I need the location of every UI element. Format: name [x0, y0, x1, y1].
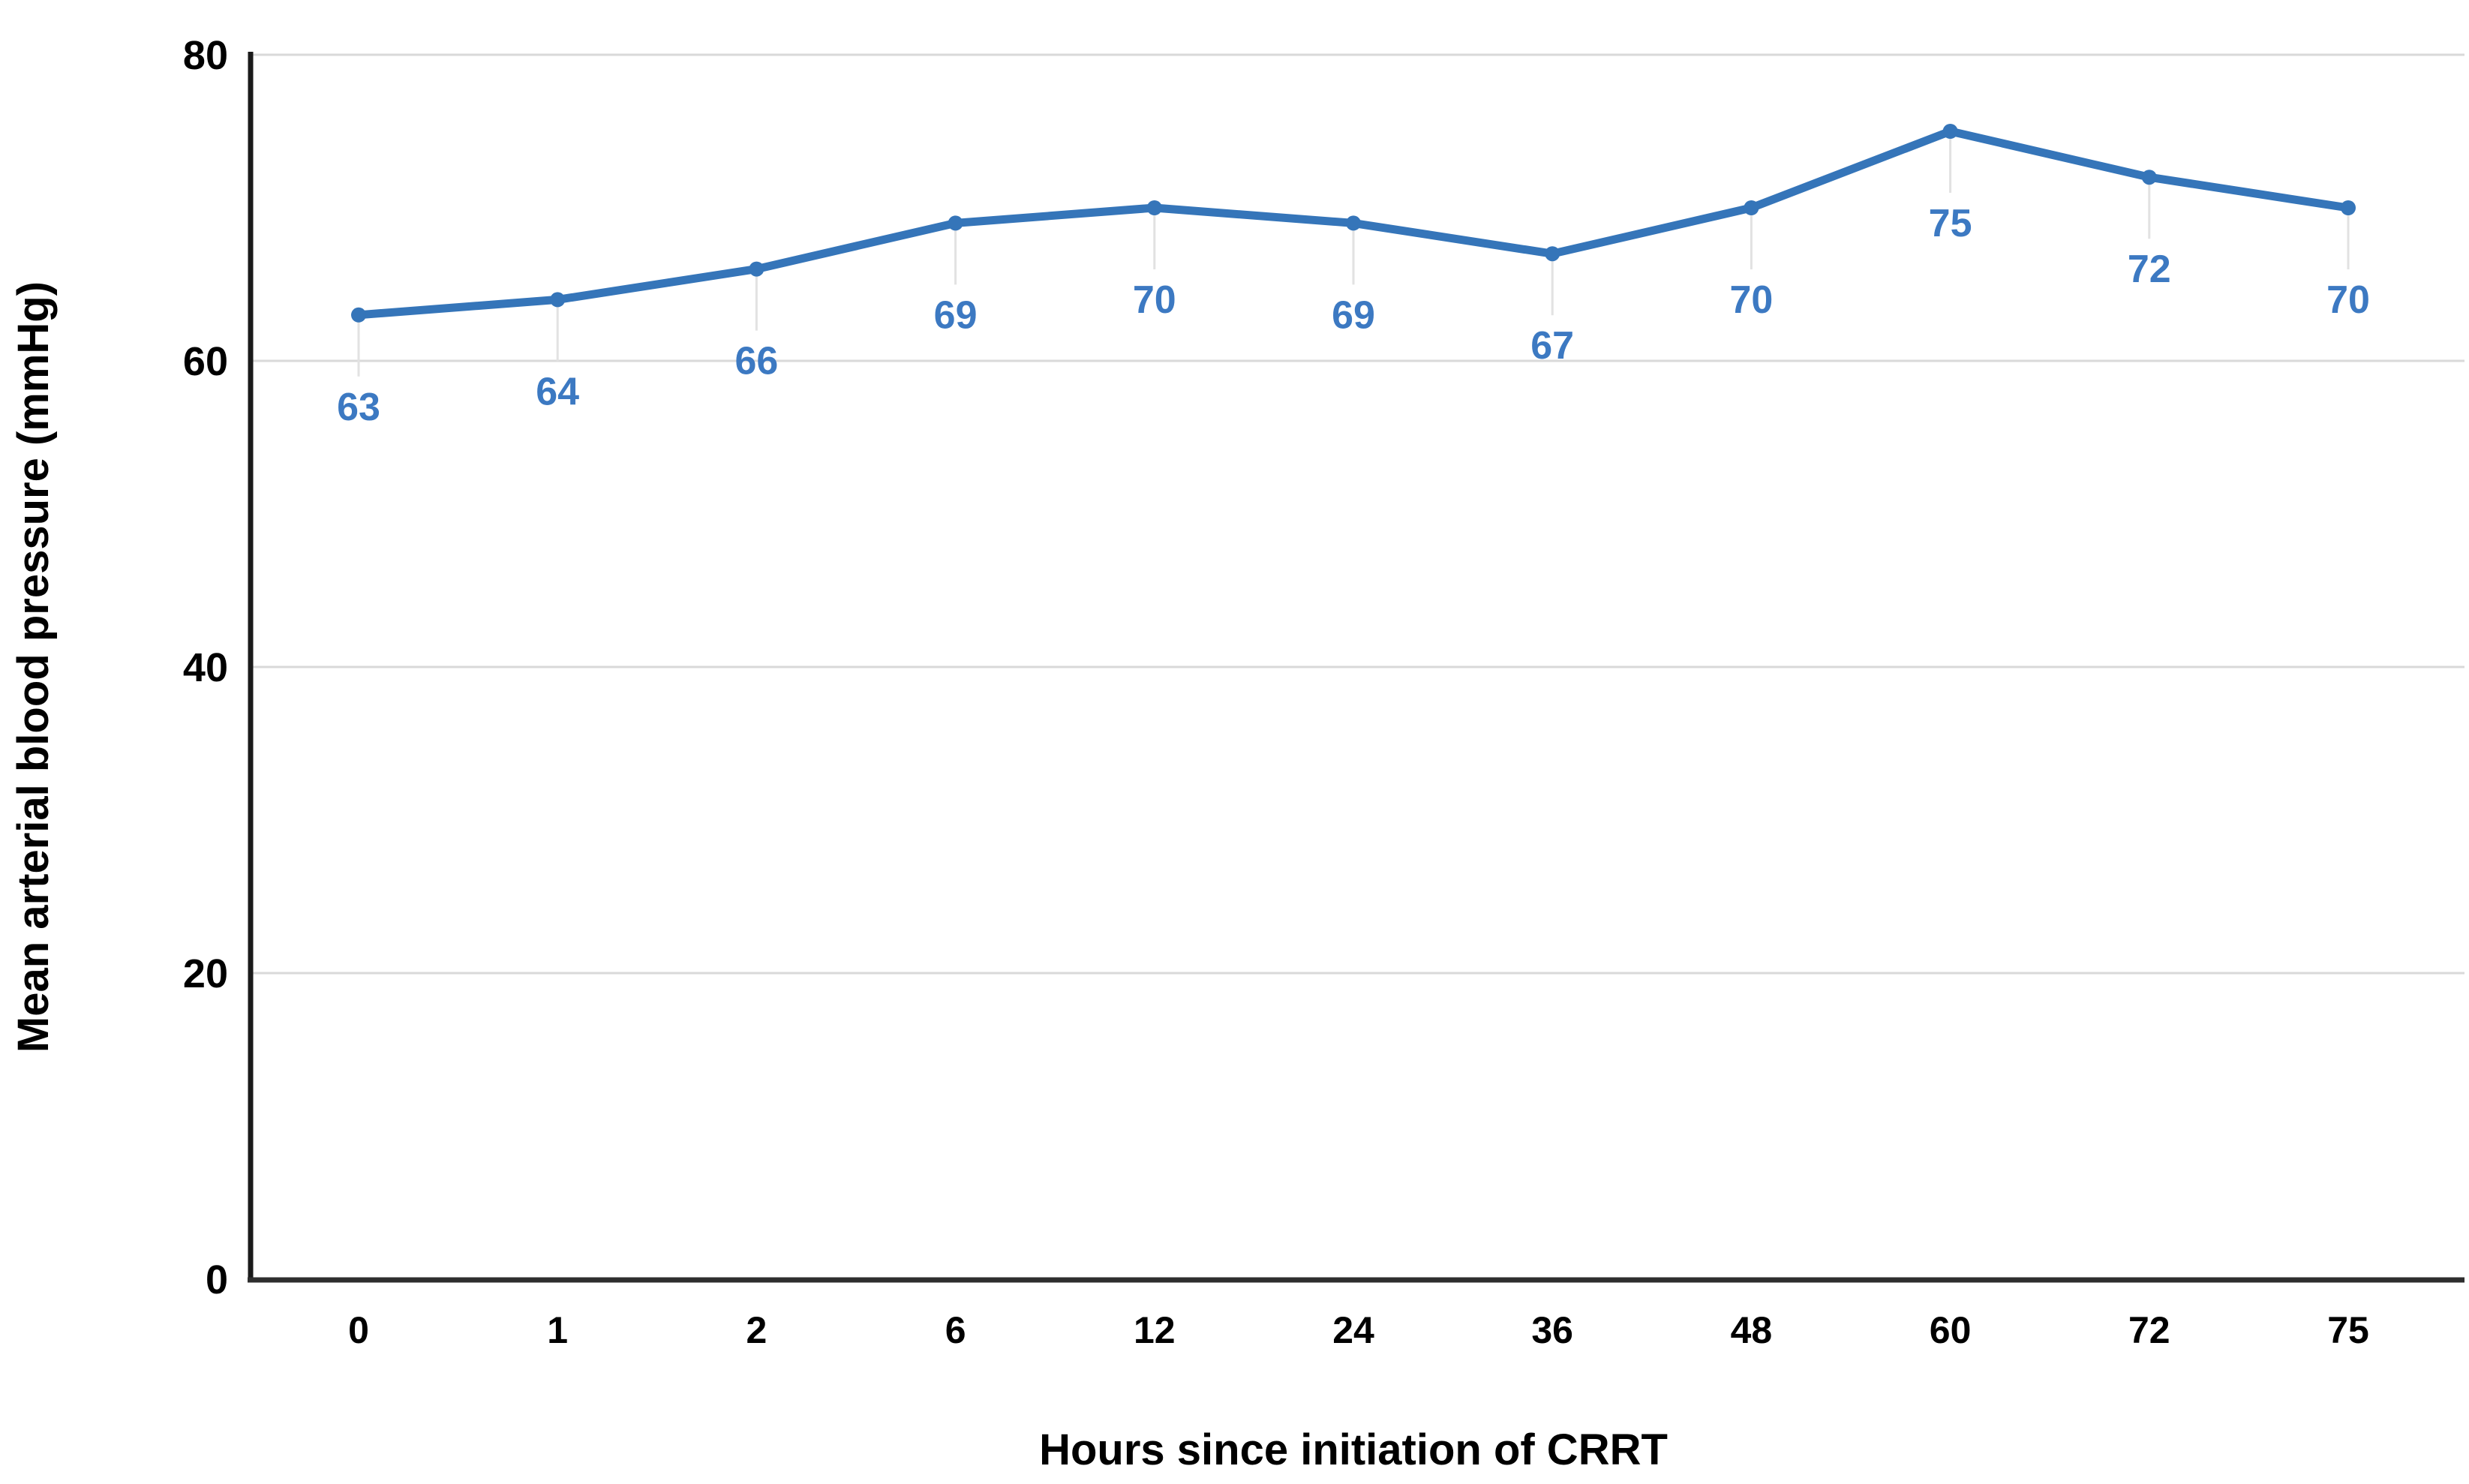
data-label: 70: [1729, 278, 1773, 322]
x-tick-label: 60: [1930, 1309, 1972, 1351]
y-axis-title: Mean arterial blood pressure (mmHg): [9, 281, 58, 1053]
y-tick-label: 20: [183, 951, 228, 996]
x-tick-label: 36: [1531, 1309, 1573, 1351]
y-tick-label: 0: [206, 1257, 228, 1302]
data-point: [550, 292, 566, 308]
data-point: [2341, 200, 2356, 215]
x-tick-label: 1: [547, 1309, 568, 1351]
data-point: [351, 307, 366, 323]
data-point: [1744, 200, 1759, 215]
data-point: [749, 261, 764, 277]
leader-lines: [357, 136, 2350, 377]
y-tick-label: 40: [183, 645, 228, 690]
x-axis-title: Hours since initiation of CRRT: [1039, 1425, 1668, 1474]
data-label: 70: [2326, 278, 2370, 322]
x-tick-label: 12: [1134, 1309, 1176, 1351]
axes: [248, 52, 2464, 1283]
x-tick-label: 2: [746, 1309, 767, 1351]
data-label: 75: [1929, 202, 1972, 245]
data-label: 72: [2128, 248, 2171, 291]
data-point: [1545, 246, 1560, 262]
data-point: [948, 215, 963, 231]
x-tick-label: 72: [2128, 1309, 2170, 1351]
x-tick-label: 0: [348, 1309, 369, 1351]
data-label: 67: [1530, 324, 1574, 368]
data-label: 70: [1133, 278, 1176, 322]
gridlines: [251, 53, 2464, 975]
data-labels: 63 64 66 69 70 69 67 70 75 72 70: [337, 202, 2370, 429]
data-point: [2141, 170, 2157, 185]
data-label: 69: [934, 293, 978, 337]
data-label: 66: [734, 340, 778, 383]
x-tick-label: 6: [945, 1309, 966, 1351]
x-tick-label: 75: [2327, 1309, 2369, 1351]
x-tick-label: 24: [1332, 1309, 1374, 1351]
data-series: [351, 124, 2356, 323]
data-point: [1942, 124, 1958, 139]
data-label: 63: [337, 386, 380, 429]
data-label: 64: [536, 370, 579, 413]
data-label: 69: [1332, 293, 1375, 337]
y-tick-label: 60: [183, 339, 228, 384]
data-point: [1346, 215, 1361, 231]
x-tick-label: 48: [1731, 1309, 1773, 1351]
y-tick-label: 80: [183, 33, 228, 78]
data-point: [1146, 200, 1162, 215]
